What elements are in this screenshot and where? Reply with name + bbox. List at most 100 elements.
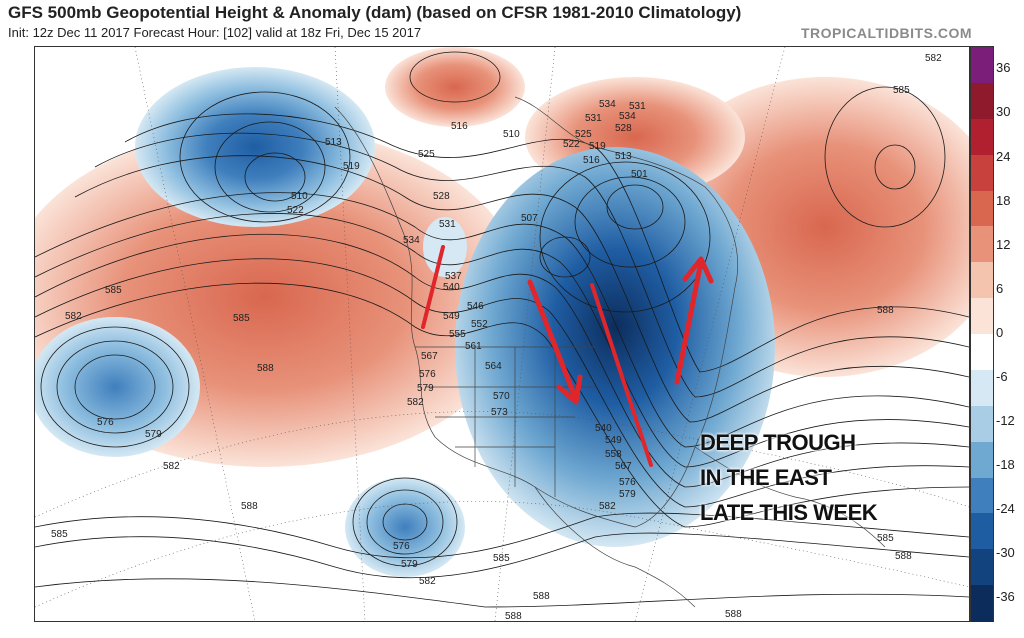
contour-label: 552 bbox=[471, 319, 488, 330]
annotation-line-2: IN THE EAST bbox=[700, 465, 832, 490]
colorbar-label: -6 bbox=[996, 369, 1008, 384]
contour-label: 582 bbox=[65, 311, 82, 322]
colorbar-label: 24 bbox=[996, 149, 1011, 164]
annotation-line-1: DEEP TROUGH bbox=[700, 430, 856, 455]
contour-label: 585 bbox=[51, 529, 68, 540]
contour-label: 516 bbox=[583, 155, 600, 166]
northwest-ridge-arrow bbox=[421, 245, 445, 329]
contour-label: 576 bbox=[97, 417, 114, 428]
colorbar-swatch bbox=[971, 47, 993, 84]
contour-label: 567 bbox=[615, 461, 632, 472]
colorbar-label: 0 bbox=[996, 325, 1004, 340]
contour-label: 549 bbox=[443, 311, 460, 322]
contour-label: 540 bbox=[595, 423, 612, 434]
contour-label: 564 bbox=[485, 361, 502, 372]
colorbar-swatch bbox=[971, 477, 993, 514]
contour-label: 528 bbox=[615, 123, 632, 134]
contour-label: 585 bbox=[877, 533, 894, 544]
colorbar-label: -36 bbox=[996, 589, 1015, 604]
contour-label: 519 bbox=[343, 161, 360, 172]
contour-label: 582 bbox=[599, 501, 616, 512]
contour-label: 582 bbox=[407, 397, 424, 408]
contour-label: 573 bbox=[491, 407, 508, 418]
contour-label: 582 bbox=[163, 461, 180, 472]
contour-label: 579 bbox=[145, 429, 162, 440]
annotation-arrows bbox=[421, 245, 714, 467]
contour-label: 546 bbox=[467, 301, 484, 312]
contour-label: 567 bbox=[421, 351, 438, 362]
contour-label: 588 bbox=[895, 551, 912, 562]
contour-label: 588 bbox=[533, 591, 550, 602]
contour-label: 576 bbox=[419, 369, 436, 380]
contour-label: 588 bbox=[505, 611, 522, 621]
contour-label: 582 bbox=[419, 576, 436, 587]
colorbar-label: 36 bbox=[996, 60, 1011, 75]
colorbar-label: -18 bbox=[996, 457, 1015, 472]
contour-label: 525 bbox=[418, 149, 435, 160]
gulf-of-alaska-low-anomaly bbox=[135, 67, 375, 227]
contour-label: 570 bbox=[493, 391, 510, 402]
contour-label: 531 bbox=[629, 101, 646, 112]
colorbar-swatch bbox=[971, 513, 993, 550]
colorbar-swatch bbox=[971, 334, 993, 371]
forecast-map: 585 582 585 588 576 579 582 585 576 579 … bbox=[34, 46, 970, 622]
contour-label: 501 bbox=[631, 169, 648, 180]
contour-label: 537 bbox=[445, 271, 462, 282]
contour-label: 585 bbox=[893, 85, 910, 96]
header: GFS 500mb Geopotential Height & Anomaly … bbox=[0, 0, 1024, 46]
contour-label: 519 bbox=[589, 141, 606, 152]
colorbar-swatch bbox=[971, 405, 993, 443]
anomaly-colorbar bbox=[970, 46, 994, 622]
colorbar-swatch bbox=[971, 549, 993, 586]
map-canvas: 585 582 585 588 576 579 582 585 576 579 … bbox=[35, 47, 969, 621]
contour-label: 534 bbox=[403, 235, 420, 246]
contour-label: 513 bbox=[325, 137, 342, 148]
northward-arrow bbox=[674, 259, 704, 385]
colorbar-swatch bbox=[971, 369, 993, 407]
contour-label: 588 bbox=[257, 363, 274, 374]
contour-label: 582 bbox=[925, 53, 942, 64]
trough-axis-line bbox=[590, 283, 653, 467]
colorbar-label: 12 bbox=[996, 237, 1011, 252]
contour-label: 585 bbox=[233, 313, 250, 324]
map-title: GFS 500mb Geopotential Height & Anomaly … bbox=[8, 3, 742, 22]
contour-label: 516 bbox=[451, 121, 468, 132]
contour-label: 534 bbox=[619, 111, 636, 122]
contour-label: 528 bbox=[433, 191, 450, 202]
contour-label: 585 bbox=[105, 285, 122, 296]
contour-label: 588 bbox=[877, 305, 894, 316]
contour-label: 561 bbox=[465, 341, 482, 352]
map-subtitle: Init: 12z Dec 11 2017 Forecast Hour: [10… bbox=[8, 25, 422, 40]
contour-label: 579 bbox=[401, 559, 418, 570]
contour-label: 525 bbox=[575, 129, 592, 140]
contour-label: 540 bbox=[443, 282, 460, 293]
contour-label: 576 bbox=[619, 477, 636, 488]
southward-trough-arrow bbox=[527, 279, 578, 400]
colorbar-label: 6 bbox=[996, 281, 1004, 296]
colorbar-label: -30 bbox=[996, 545, 1015, 560]
colorbar-swatch bbox=[971, 190, 993, 227]
contour-label: 579 bbox=[417, 383, 434, 394]
contour-label: 579 bbox=[619, 489, 636, 500]
colorbar-label: -12 bbox=[996, 413, 1015, 428]
contour-label: 585 bbox=[493, 553, 510, 564]
contour-label: 510 bbox=[291, 191, 308, 202]
colorbar-swatch bbox=[971, 441, 993, 478]
contour-label: 555 bbox=[449, 329, 466, 340]
arctic-ridge-anomaly bbox=[385, 47, 525, 127]
contour-label: 534 bbox=[599, 99, 616, 110]
contour-label: 507 bbox=[521, 213, 538, 224]
contour-label: 531 bbox=[585, 113, 602, 124]
colorbar-label: 30 bbox=[996, 104, 1011, 119]
source-credit: TROPICALTIDBITS.COM bbox=[800, 25, 972, 41]
contour-label: 522 bbox=[287, 205, 304, 216]
contour-labels: 585 582 585 588 576 579 582 585 576 579 … bbox=[51, 53, 942, 621]
contour-label: 549 bbox=[605, 435, 622, 446]
contour-label: 510 bbox=[503, 129, 520, 140]
colorbar-swatch bbox=[971, 585, 993, 622]
colorbar-swatch bbox=[971, 262, 993, 299]
lat-lon-grid bbox=[35, 47, 969, 621]
southward-trough-arrowhead bbox=[556, 374, 583, 405]
colorbar-swatch bbox=[971, 154, 993, 191]
contour-label: 513 bbox=[615, 151, 632, 162]
